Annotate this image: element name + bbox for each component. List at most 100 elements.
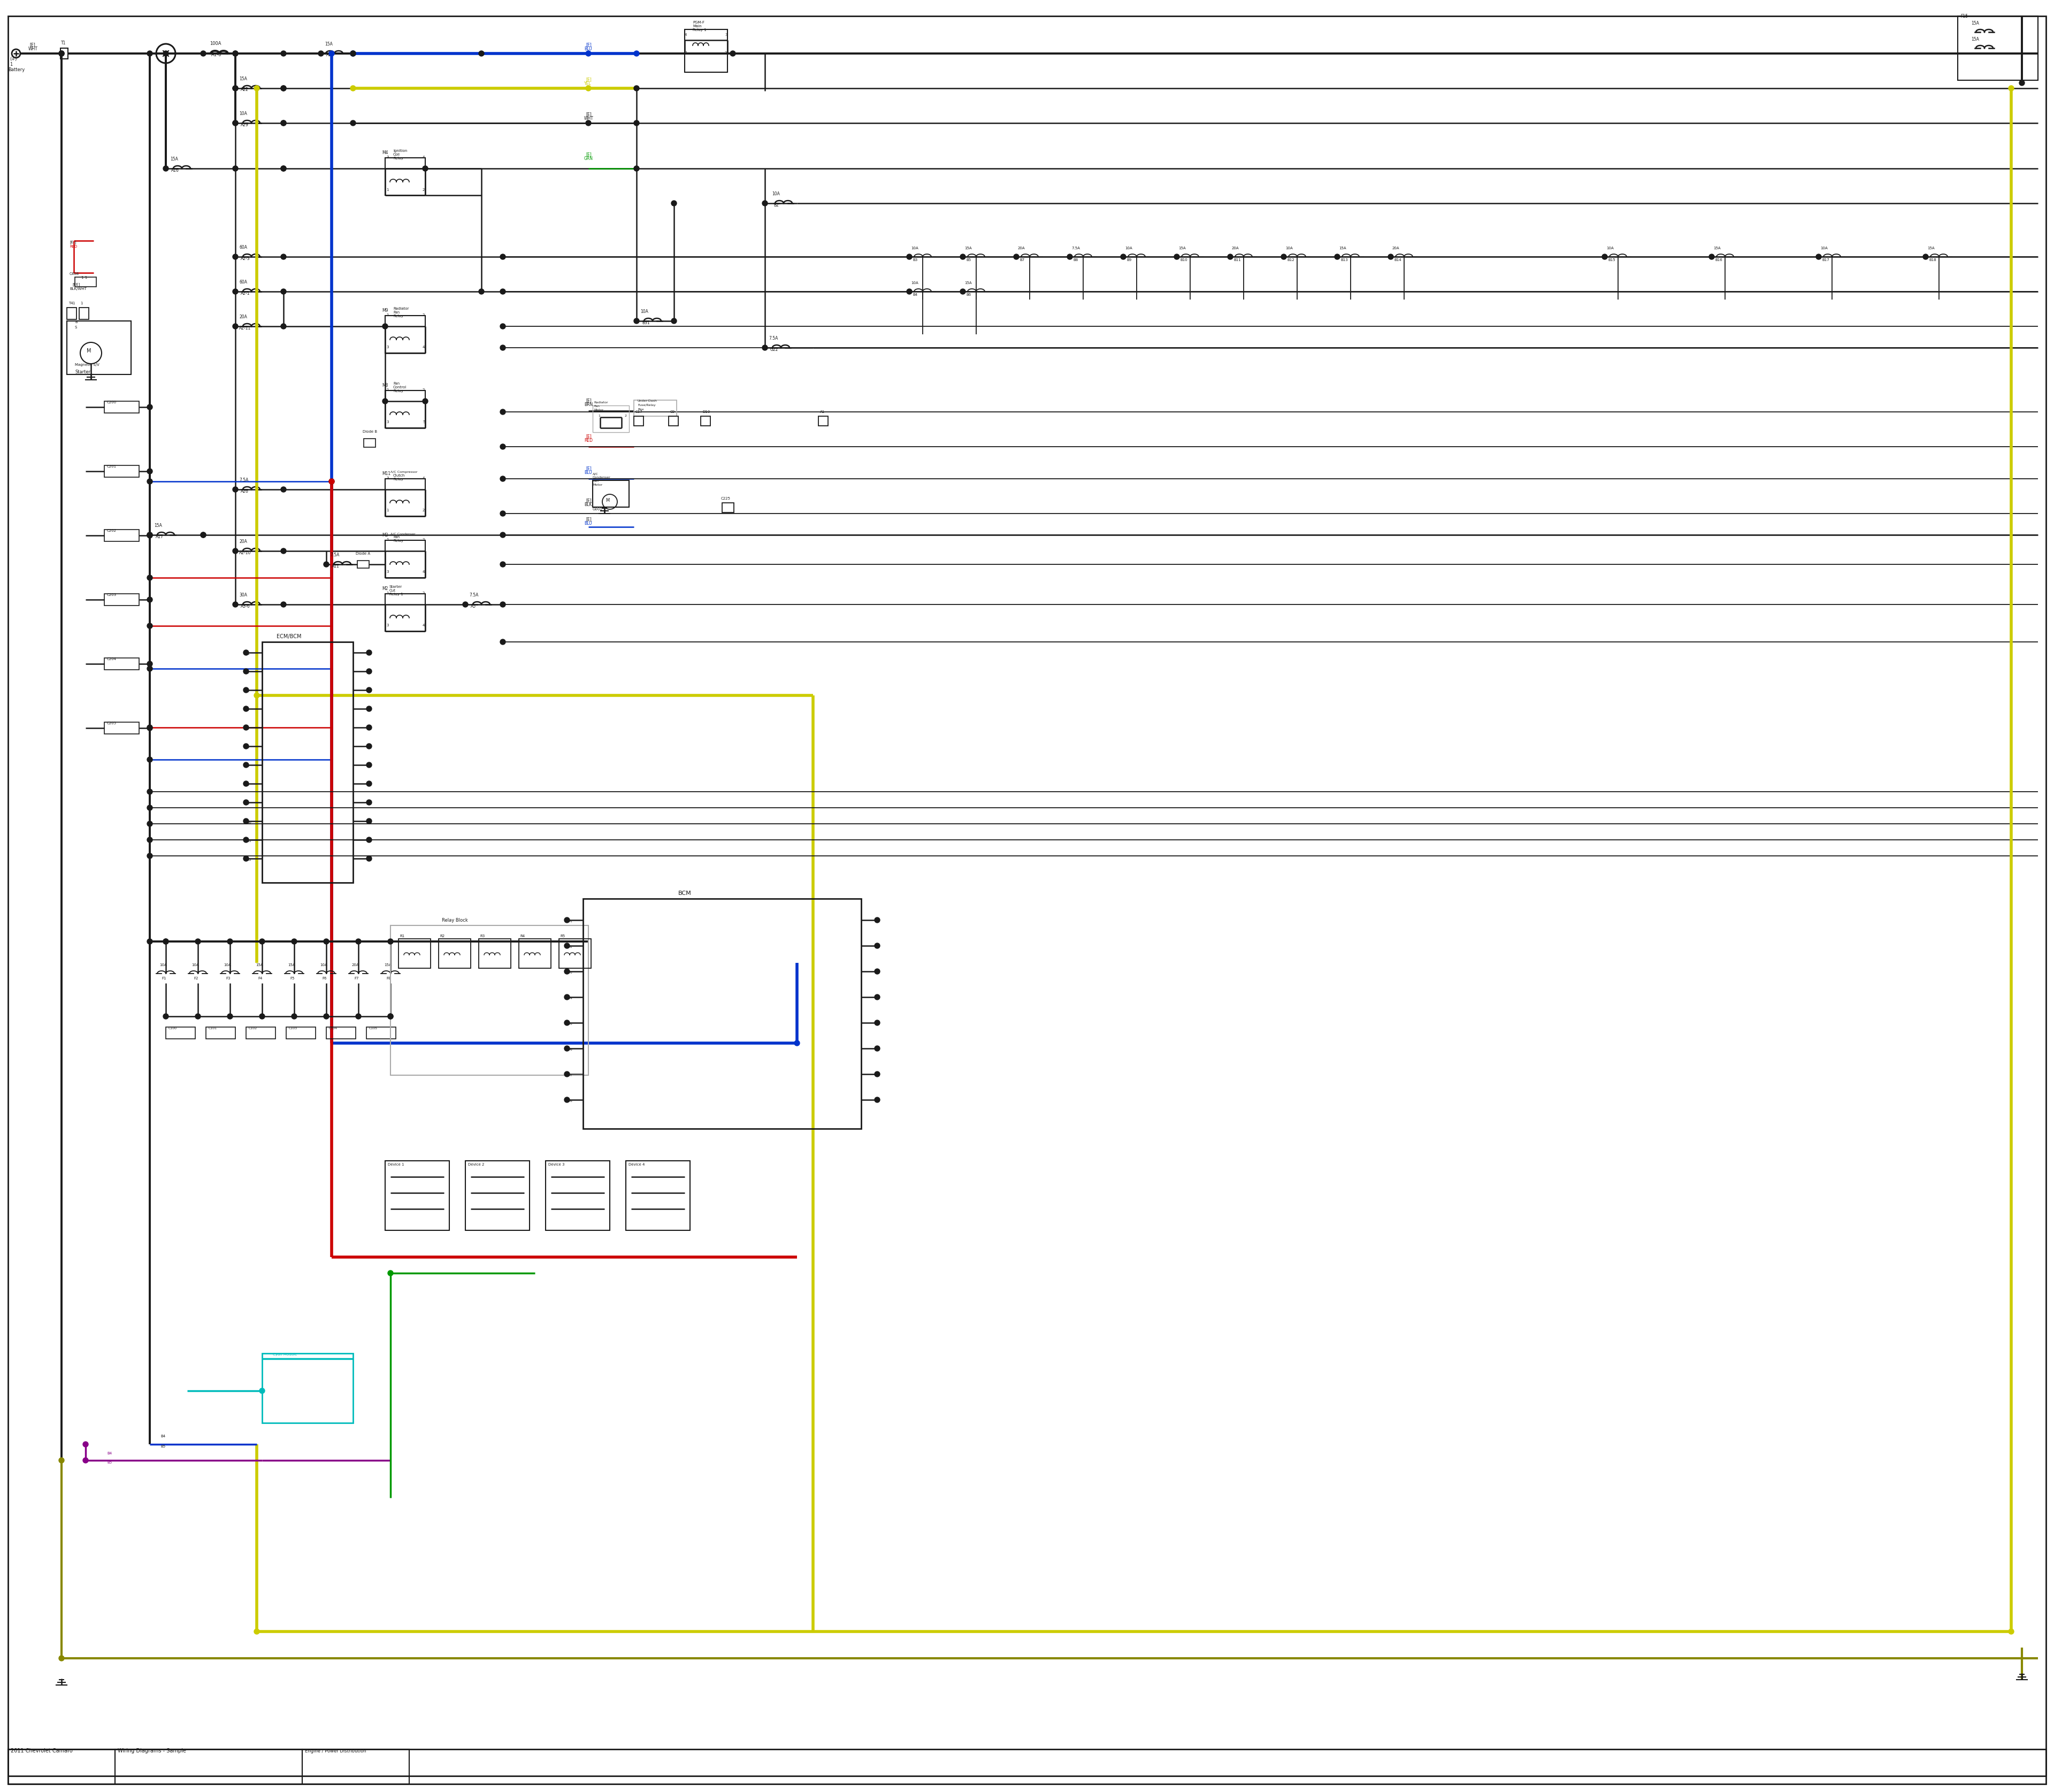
Text: T4: T4 xyxy=(68,301,74,305)
Circle shape xyxy=(148,805,152,810)
Circle shape xyxy=(148,575,152,581)
Circle shape xyxy=(148,468,152,473)
Text: BLK/WHT: BLK/WHT xyxy=(70,287,86,290)
Text: B2: B2 xyxy=(774,202,778,208)
Text: 20A: 20A xyxy=(1393,247,1399,249)
Text: YEL: YEL xyxy=(583,81,592,86)
Text: M4: M4 xyxy=(382,151,388,156)
Text: A29: A29 xyxy=(240,122,249,127)
Circle shape xyxy=(242,688,249,694)
Text: M9: M9 xyxy=(382,308,388,314)
Text: 8: 8 xyxy=(246,783,249,787)
Text: 15A: 15A xyxy=(1972,38,1980,41)
Circle shape xyxy=(1282,254,1286,260)
Text: R4: R4 xyxy=(520,934,526,937)
Circle shape xyxy=(232,167,238,172)
Text: Coil: Coil xyxy=(392,152,401,156)
Text: 100A: 100A xyxy=(210,41,222,47)
Circle shape xyxy=(255,86,259,91)
Circle shape xyxy=(1923,254,1929,260)
Text: ECM/BCM: ECM/BCM xyxy=(277,634,302,640)
Text: C105: C105 xyxy=(370,1027,378,1030)
Text: 2: 2 xyxy=(246,672,249,674)
Text: Cut: Cut xyxy=(390,590,396,591)
Text: 1: 1 xyxy=(386,538,388,541)
Bar xyxy=(327,1027,355,1039)
Circle shape xyxy=(423,398,427,403)
Text: 7: 7 xyxy=(246,765,249,767)
Text: F1: F1 xyxy=(162,977,166,980)
Circle shape xyxy=(382,324,388,330)
Text: 10A: 10A xyxy=(191,964,199,966)
Text: C103: C103 xyxy=(290,1027,298,1030)
Text: P4: P4 xyxy=(569,996,573,1000)
Circle shape xyxy=(795,1041,799,1047)
Text: Under-Dash: Under-Dash xyxy=(637,400,657,401)
Text: P1: P1 xyxy=(569,919,573,923)
Text: P2: P2 xyxy=(569,946,573,948)
Bar xyxy=(386,1161,450,1231)
Circle shape xyxy=(255,1629,259,1634)
Circle shape xyxy=(351,50,355,56)
Circle shape xyxy=(2019,81,2025,86)
Circle shape xyxy=(565,969,569,975)
Text: P3: P3 xyxy=(569,971,573,975)
Circle shape xyxy=(355,1014,362,1020)
Circle shape xyxy=(388,1014,392,1020)
Text: 15A: 15A xyxy=(325,41,333,47)
Text: A22: A22 xyxy=(240,88,249,91)
Circle shape xyxy=(1068,254,1072,260)
Circle shape xyxy=(60,1457,64,1462)
Text: 10A: 10A xyxy=(1820,247,1828,249)
Circle shape xyxy=(162,1014,168,1020)
Circle shape xyxy=(355,939,362,944)
Bar xyxy=(594,480,629,507)
Circle shape xyxy=(148,837,152,842)
Bar xyxy=(364,439,376,448)
Bar xyxy=(8,1749,115,1785)
Circle shape xyxy=(60,50,64,56)
Circle shape xyxy=(423,167,427,172)
Text: Starter: Starter xyxy=(76,369,90,375)
Circle shape xyxy=(195,939,201,944)
Text: F3: F3 xyxy=(226,977,230,980)
Circle shape xyxy=(232,50,238,56)
Bar xyxy=(105,530,140,541)
Text: 12: 12 xyxy=(246,858,251,862)
Text: B14: B14 xyxy=(1395,258,1401,262)
Circle shape xyxy=(875,1072,879,1077)
Circle shape xyxy=(228,939,232,944)
Text: C17: C17 xyxy=(635,410,643,414)
Circle shape xyxy=(148,597,152,602)
Circle shape xyxy=(565,943,569,948)
Text: BLU: BLU xyxy=(583,470,592,475)
Circle shape xyxy=(325,561,329,566)
Circle shape xyxy=(148,788,152,794)
Circle shape xyxy=(242,668,249,674)
Text: 4: 4 xyxy=(246,710,249,711)
Circle shape xyxy=(875,943,879,948)
Circle shape xyxy=(499,477,505,482)
Circle shape xyxy=(499,532,505,538)
Circle shape xyxy=(1389,254,1393,260)
Circle shape xyxy=(148,756,152,762)
Text: Wiring Diagrams - Sample: Wiring Diagrams - Sample xyxy=(117,1749,187,1754)
Text: B9: B9 xyxy=(1126,258,1132,262)
Text: B31: B31 xyxy=(641,321,649,324)
Bar xyxy=(80,308,88,319)
Bar xyxy=(60,48,68,59)
Text: [E]: [E] xyxy=(585,398,592,403)
Circle shape xyxy=(479,50,485,56)
Circle shape xyxy=(635,319,639,324)
Text: Device 4: Device 4 xyxy=(629,1163,645,1167)
Text: BLU: BLU xyxy=(583,47,592,52)
Text: 10A: 10A xyxy=(641,310,649,314)
Circle shape xyxy=(60,50,64,56)
Circle shape xyxy=(499,346,505,351)
Text: 30A: 30A xyxy=(238,593,246,597)
Circle shape xyxy=(329,50,335,56)
Text: RED: RED xyxy=(583,437,594,443)
Circle shape xyxy=(565,1072,569,1077)
Bar xyxy=(583,898,861,1129)
Circle shape xyxy=(148,939,152,944)
